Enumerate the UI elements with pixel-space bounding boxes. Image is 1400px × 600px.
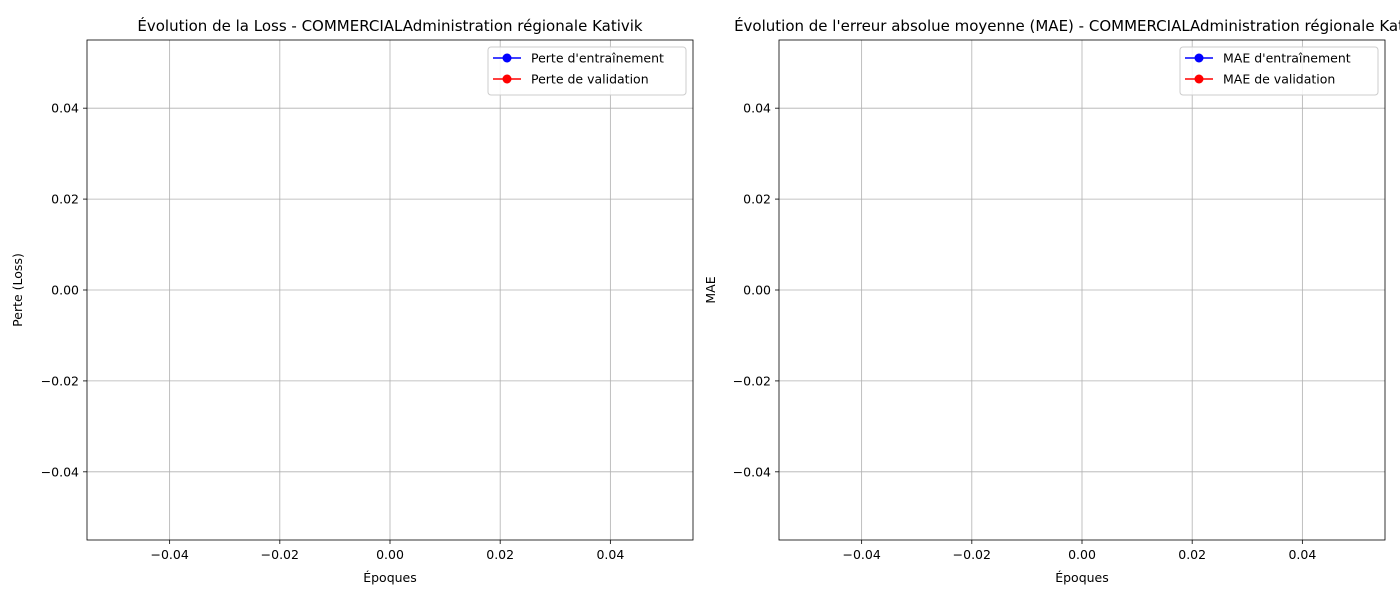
- chart-title: Évolution de l'erreur absolue moyenne (M…: [734, 16, 1400, 35]
- y-tick-label: 0.00: [743, 283, 771, 298]
- legend-marker-2: [1194, 74, 1204, 84]
- x-tick-label: −0.04: [150, 547, 188, 562]
- legend-box: [1179, 46, 1379, 96]
- chart-title: Évolution de la Loss - COMMERCIALAdminis…: [137, 16, 643, 35]
- legend-entry-2: Perte de validation: [531, 72, 649, 87]
- y-tick-label: −0.02: [733, 373, 771, 388]
- x-tick-label: 0.00: [1068, 547, 1096, 562]
- y-tick-label: 0.04: [743, 101, 771, 116]
- chart-panel-1: −0.04 −0.02 0.00 0.02 0.04 −0.04 −0.02 0.00 0.02…: [10, 16, 694, 585]
- y-tick-label: −0.04: [41, 464, 79, 479]
- x-axis-label: Époques: [363, 570, 417, 585]
- x-tick-label: −0.04: [842, 547, 880, 562]
- legend: MAE d'entraînement MAE de validation: [1179, 46, 1379, 96]
- y-tick-label: 0.00: [51, 283, 79, 298]
- x-tick-label: −0.02: [261, 547, 299, 562]
- y-tick-label: 0.02: [743, 192, 771, 207]
- y-axis-label: Perte (Loss): [10, 253, 25, 327]
- x-tick-label: 0.04: [1288, 547, 1316, 562]
- y-tick-label: −0.02: [41, 373, 79, 388]
- legend-marker-1: [502, 53, 512, 63]
- legend-entry-2: MAE de validation: [1223, 72, 1335, 87]
- legend: Perte d'entraînement Perte de validation: [487, 46, 687, 96]
- y-tick-label: 0.02: [51, 192, 79, 207]
- y-tick-label: −0.04: [733, 464, 771, 479]
- legend-entry-1: Perte d'entraînement: [531, 51, 664, 66]
- y-axis-label: MAE: [703, 276, 718, 303]
- legend-box: [487, 46, 687, 96]
- y-tick-label: 0.04: [51, 101, 79, 116]
- legend-marker-2: [502, 74, 512, 84]
- legend-marker-1: [1194, 53, 1204, 63]
- x-tick-label: 0.04: [596, 547, 624, 562]
- x-tick-label: 0.02: [486, 547, 514, 562]
- x-tick-label: −0.02: [953, 547, 991, 562]
- x-tick-label: 0.02: [1178, 547, 1206, 562]
- legend-entry-1: MAE d'entraînement: [1223, 51, 1351, 66]
- chart-panel-2: −0.04 −0.02 0.00 0.02 0.04 −0.04 −0.02 0.00 0.02…: [703, 16, 1400, 585]
- x-tick-label: 0.00: [376, 547, 404, 562]
- x-axis-label: Époques: [1055, 570, 1109, 585]
